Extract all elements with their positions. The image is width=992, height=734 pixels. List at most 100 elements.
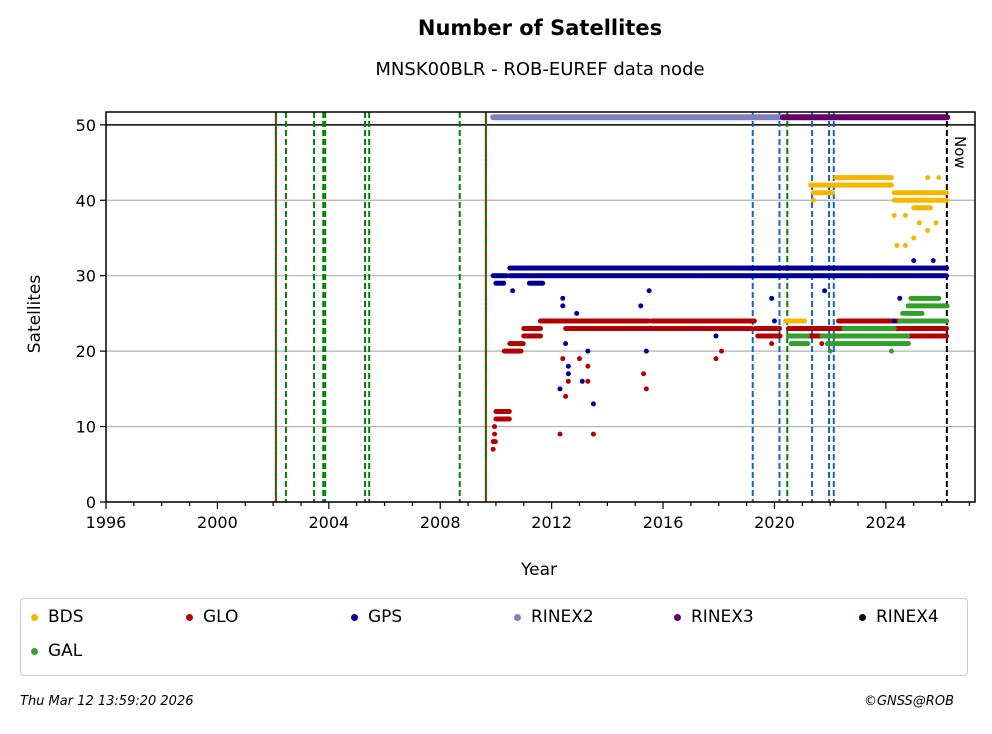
point-gal xyxy=(804,333,810,339)
footer-copyright: ©GNSS@ROB xyxy=(863,694,954,709)
x-tick-label: 2012 xyxy=(531,513,572,532)
point-bds xyxy=(891,212,897,218)
x-tick-label: 2008 xyxy=(420,513,461,532)
point-glo xyxy=(777,333,783,339)
point-gal xyxy=(900,310,906,316)
point-glo xyxy=(492,424,498,430)
point-bds xyxy=(802,318,808,324)
legend-label: BDS xyxy=(48,607,84,627)
legend-marker xyxy=(31,613,38,621)
legend-marker xyxy=(31,647,38,655)
point-gal xyxy=(888,348,894,354)
x-tick-label: 2004 xyxy=(308,513,349,532)
point-gps xyxy=(565,363,571,369)
legend-marker xyxy=(514,613,521,621)
legend-item-rinex2: RINEX2 xyxy=(514,607,594,627)
y-tick-label: 30 xyxy=(76,267,96,286)
point-gal xyxy=(891,325,897,331)
point-gps xyxy=(560,295,566,301)
point-gps xyxy=(563,341,569,347)
point-glo xyxy=(643,386,649,392)
legend-item-rinex4: RINEX4 xyxy=(859,607,939,627)
legend-label: GLO xyxy=(203,607,239,627)
y-axis-label: Satellites xyxy=(25,275,45,354)
point-bds xyxy=(829,190,835,196)
legend-label: RINEX4 xyxy=(876,607,939,627)
y-tick-label: 0 xyxy=(86,493,96,512)
point-gps xyxy=(897,295,903,301)
point-gps xyxy=(930,258,936,264)
legend-item-glo: GLO xyxy=(186,607,238,627)
point-glo xyxy=(719,348,725,354)
point-glo xyxy=(590,431,596,437)
point-glo xyxy=(518,348,524,354)
point-glo xyxy=(557,431,563,437)
footer-timestamp: Thu Mar 12 13:59:20 2026 xyxy=(20,694,194,709)
point-glo xyxy=(560,356,566,362)
point-glo xyxy=(585,363,591,369)
legend-label: RINEX2 xyxy=(531,607,594,627)
point-glo xyxy=(506,408,512,414)
point-bds xyxy=(888,175,894,181)
point-gps xyxy=(590,401,596,407)
x-tick-label: 2024 xyxy=(866,513,907,532)
point-bds xyxy=(902,212,908,218)
point-gps xyxy=(560,303,566,309)
point-glo xyxy=(713,356,719,362)
point-glo xyxy=(751,318,757,324)
point-gal xyxy=(827,348,833,354)
point-gps xyxy=(944,265,950,271)
x-tick-label: 2016 xyxy=(643,513,684,532)
point-glo xyxy=(819,341,825,347)
point-gps xyxy=(510,288,516,294)
legend-marker xyxy=(859,613,866,621)
point-glo xyxy=(641,371,647,377)
point-glo xyxy=(506,416,512,422)
point-glo xyxy=(492,439,498,445)
point-glo xyxy=(565,378,571,384)
point-bds xyxy=(911,235,917,241)
point-glo xyxy=(490,446,496,452)
point-gps xyxy=(585,348,591,354)
point-glo xyxy=(563,393,569,399)
point-bds xyxy=(888,182,894,188)
y-tick-label: 10 xyxy=(76,418,96,437)
point-gal xyxy=(944,318,950,324)
point-bds xyxy=(927,205,933,211)
legend-marker xyxy=(674,613,681,621)
y-tick-label: 20 xyxy=(76,342,96,361)
point-glo xyxy=(585,378,591,384)
point-bds xyxy=(936,175,942,181)
point-glo xyxy=(769,341,775,347)
chart-subtitle: MNSK00BLR - ROB-EUREF data node xyxy=(375,59,705,80)
point-gal xyxy=(936,295,942,301)
point-glo xyxy=(944,333,950,339)
legend-item-gal: GAL xyxy=(31,641,82,661)
now-label: Now xyxy=(951,136,969,169)
x-tick-label: 1996 xyxy=(86,513,127,532)
x-tick-label: 2020 xyxy=(754,513,795,532)
point-gps xyxy=(771,318,777,324)
y-tick-label: 50 xyxy=(76,116,96,135)
point-gps xyxy=(911,258,917,264)
point-gps xyxy=(540,280,546,286)
point-gps xyxy=(638,303,644,309)
point-gal xyxy=(905,333,911,339)
point-gps xyxy=(891,318,897,324)
point-gps xyxy=(822,288,828,294)
point-gal xyxy=(905,341,911,347)
chart-title: Number of Satellites xyxy=(417,16,663,40)
point-gps xyxy=(713,333,719,339)
point-glo xyxy=(538,333,543,339)
legend-label: GPS xyxy=(368,607,403,627)
point-gps xyxy=(643,348,649,354)
point-bds xyxy=(894,243,900,249)
legend-label: RINEX3 xyxy=(691,607,754,627)
point-gps xyxy=(646,288,652,294)
legend-marker xyxy=(186,613,193,621)
point-glo xyxy=(492,431,498,437)
point-gps xyxy=(579,378,585,384)
point-gps xyxy=(501,280,507,286)
point-glo xyxy=(520,341,526,347)
